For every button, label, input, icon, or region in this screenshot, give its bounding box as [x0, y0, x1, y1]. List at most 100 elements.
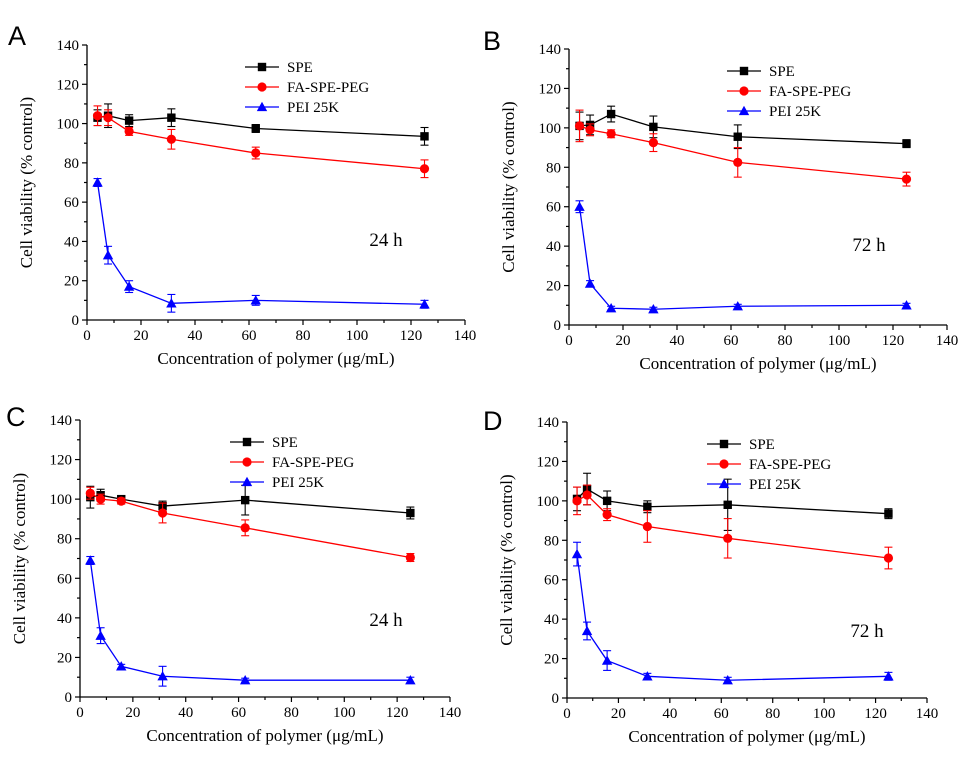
- data-point: [572, 496, 582, 506]
- time-annotation: 24 h: [369, 610, 403, 631]
- data-point: [250, 295, 261, 305]
- panel-letter: C: [6, 402, 26, 432]
- legend-marker: [738, 105, 750, 116]
- x-tick-label: 140: [454, 328, 477, 344]
- legend-label: FA-SPE-PEG: [287, 80, 369, 96]
- legend-label: FA-SPE-PEG: [272, 455, 354, 471]
- x-tick-label: 20: [616, 333, 631, 349]
- series-line: [96, 182, 425, 305]
- data-point: [649, 122, 658, 132]
- series-line: [578, 206, 907, 310]
- series-line: [89, 492, 411, 559]
- data-point: [124, 126, 134, 137]
- time-annotation: 24 h: [369, 230, 403, 251]
- x-tick-label: 20: [134, 328, 149, 344]
- data-point: [251, 124, 260, 133]
- panel-letter: D: [483, 406, 503, 436]
- data-point: [116, 496, 126, 506]
- legend-marker: [719, 459, 729, 469]
- data-point: [605, 303, 617, 313]
- x-tick-label: 40: [662, 706, 677, 722]
- y-tick-label: 140: [57, 38, 80, 54]
- series-line: [576, 488, 889, 515]
- data-point: [166, 134, 176, 144]
- x-tick-label: 120: [864, 706, 887, 722]
- y-tick-label: 120: [57, 77, 80, 93]
- data-point: [582, 490, 592, 500]
- data-point: [733, 132, 742, 141]
- y-tick-label: 20: [546, 279, 561, 295]
- x-tick-label: 80: [284, 705, 299, 721]
- legend-label: FA-SPE-PEG: [769, 84, 851, 100]
- data-point: [92, 111, 103, 121]
- legend-label: SPE: [749, 437, 775, 453]
- data-point: [901, 300, 912, 310]
- x-tick-label: 60: [724, 333, 739, 349]
- data-point: [95, 630, 106, 640]
- legend-marker: [242, 457, 252, 467]
- x-axis-title: Concentration of polymer (μg/mL): [146, 726, 383, 745]
- x-tick-label: 100: [828, 333, 851, 349]
- y-tick-label: 80: [546, 160, 561, 176]
- y-tick-label: 80: [57, 532, 72, 548]
- series-line: [90, 494, 411, 514]
- legend-marker: [257, 62, 267, 72]
- data-point: [901, 174, 912, 184]
- y-tick-label: 0: [554, 318, 562, 334]
- data-point: [419, 299, 430, 309]
- data-point: [240, 495, 250, 505]
- y-tick-label: 0: [552, 691, 560, 707]
- x-tick-label: 120: [386, 705, 409, 721]
- y-tick-label: 100: [539, 121, 562, 137]
- legend-marker: [739, 66, 749, 76]
- data-point: [648, 304, 659, 314]
- x-tick-label: 20: [611, 706, 626, 722]
- y-tick-label: 80: [64, 156, 79, 172]
- x-axis-title: Concentration of polymer (μg/mL): [157, 349, 394, 368]
- legend-label: SPE: [272, 435, 298, 451]
- x-tick-label: 20: [125, 705, 140, 721]
- y-tick-label: 20: [57, 650, 72, 666]
- y-tick-label: 40: [57, 611, 72, 627]
- series-line: [89, 560, 411, 681]
- panel-letter: B: [483, 26, 501, 56]
- legend-label: PEI 25K: [287, 100, 339, 116]
- series-line: [97, 115, 425, 137]
- data-point: [157, 508, 168, 518]
- x-tick-label: 0: [563, 706, 571, 722]
- x-tick-label: 140: [916, 706, 939, 722]
- y-tick-label: 60: [544, 573, 559, 589]
- x-tick-label: 80: [778, 333, 793, 349]
- y-tick-label: 120: [537, 454, 560, 470]
- y-tick-label: 100: [50, 492, 73, 508]
- y-axis-title: Cell viability (% control): [10, 473, 29, 644]
- y-tick-label: 60: [546, 200, 561, 216]
- data-point: [733, 157, 743, 167]
- series-line: [579, 125, 907, 180]
- legend-label: PEI 25K: [769, 104, 821, 120]
- x-tick-label: 120: [882, 333, 905, 349]
- legend-marker: [242, 437, 252, 447]
- chart-panel-c: C 0 20 40 60 80 100 120 140 0 20 40 60 80 100 120 140 Con…: [6, 402, 461, 745]
- data-point: [732, 301, 743, 311]
- data-point: [167, 113, 176, 122]
- x-axis-title: Concentration of polymer (μg/mL): [639, 354, 876, 373]
- data-point: [85, 555, 96, 565]
- data-point: [585, 125, 595, 135]
- data-point: [420, 132, 429, 141]
- data-point: [584, 278, 596, 288]
- x-tick-label: 0: [83, 328, 91, 344]
- data-point: [642, 521, 652, 532]
- y-tick-label: 140: [539, 42, 562, 58]
- data-point: [240, 523, 250, 533]
- legend-marker: [256, 101, 268, 112]
- y-tick-label: 40: [544, 612, 559, 628]
- y-tick-label: 0: [72, 313, 80, 329]
- x-tick-label: 140: [439, 705, 462, 721]
- data-point: [883, 553, 894, 563]
- data-point: [642, 671, 653, 681]
- legend-label: SPE: [769, 64, 795, 80]
- time-annotation: 72 h: [850, 621, 884, 642]
- x-tick-label: 0: [565, 333, 573, 349]
- y-tick-label: 120: [50, 453, 73, 469]
